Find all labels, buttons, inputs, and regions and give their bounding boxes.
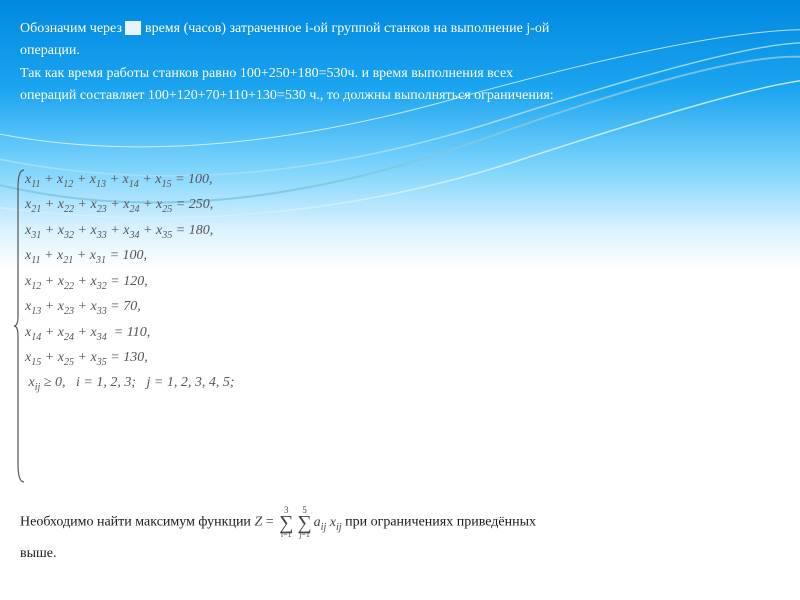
eq-6: x13 + x23 + x33 = 70, (25, 295, 235, 320)
eq-8: x15 + x25 + x35 = 130, (25, 346, 235, 371)
eq-4: x11 + x21 + x31 = 100, (25, 244, 235, 269)
formula-eq: = (262, 515, 277, 530)
intro-paragraph: Обозначим через время (часов) затраченно… (20, 18, 780, 108)
system-brace (14, 168, 24, 484)
variable-xij-placeholder (125, 21, 141, 35)
intro-line1-pre: Обозначим через (20, 21, 125, 36)
conclusion-post: при ограничениях приведённых (345, 515, 536, 530)
eq-9: xij ≥ 0, i = 1, 2, 3; j = 1, 2, 3, 4, 5; (25, 371, 235, 396)
intro-line2: операции. (20, 43, 80, 58)
eq-5: x12 + x22 + x32 = 120, (25, 270, 235, 295)
eq-1: x11 + x12 + x13 + x14 + x15 = 100, (25, 168, 235, 193)
sum-i: 3∑i=1 (279, 506, 293, 539)
conclusion-paragraph: Необходимо найти максимум функции Z = 3∑… (20, 506, 780, 570)
conclusion-line2: выше. (20, 546, 57, 561)
eq-2: x21 + x22 + x23 + x24 + x25 = 250, (25, 193, 235, 218)
conclusion-pre: Необходимо найти максимум функции (20, 515, 254, 530)
intro-line1-post: время (часов) затраченное i-ой группой с… (145, 21, 549, 36)
equation-system: x11 + x12 + x13 + x14 + x15 = 100, x21 +… (25, 168, 235, 397)
sum-j: 5∑j=1 (297, 506, 311, 539)
eq-3: x31 + x32 + x33 + x34 + x35 = 180, (25, 219, 235, 244)
slide-root: Обозначим через время (часов) затраченно… (0, 0, 800, 600)
objective-formula: Z = 3∑i=15∑j=1aij xij (254, 506, 341, 539)
intro-line3: Так как время работы станков равно 100+2… (20, 66, 513, 81)
intro-line4: операций составляет 100+120+70+110+130=5… (20, 88, 554, 103)
eq-7: x14 + x24 + x34 = 110, (25, 321, 235, 346)
